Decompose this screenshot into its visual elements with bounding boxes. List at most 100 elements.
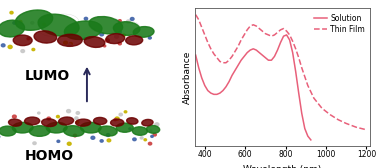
Ellipse shape xyxy=(76,121,79,123)
Thin Film xyxy=(281,28,286,30)
Ellipse shape xyxy=(73,134,77,137)
Solution xyxy=(194,54,198,56)
Thin Film xyxy=(245,29,249,31)
Ellipse shape xyxy=(0,20,25,37)
Ellipse shape xyxy=(147,125,160,133)
Ellipse shape xyxy=(127,20,130,23)
Ellipse shape xyxy=(105,39,109,42)
Ellipse shape xyxy=(149,142,152,145)
Thin Film xyxy=(336,119,340,121)
Solution xyxy=(290,52,295,54)
Y-axis label: Absorbance: Absorbance xyxy=(183,51,192,104)
Thin Film xyxy=(251,24,256,26)
Thin Film xyxy=(278,29,283,31)
Solution xyxy=(284,34,289,36)
Ellipse shape xyxy=(127,118,138,124)
Solution xyxy=(242,55,246,57)
Thin Film xyxy=(263,33,268,35)
Thin Film xyxy=(266,34,271,36)
Ellipse shape xyxy=(142,119,153,126)
Ellipse shape xyxy=(84,37,105,47)
Ellipse shape xyxy=(119,113,122,116)
Thin Film xyxy=(254,25,259,27)
Ellipse shape xyxy=(21,50,25,53)
Ellipse shape xyxy=(151,135,153,137)
Ellipse shape xyxy=(132,127,147,135)
Thin Film xyxy=(272,34,277,36)
Ellipse shape xyxy=(115,35,119,38)
Thin Film xyxy=(209,48,213,50)
Ellipse shape xyxy=(25,117,40,125)
Thin Film xyxy=(206,41,210,44)
Thin Film xyxy=(296,57,301,59)
Ellipse shape xyxy=(47,117,51,120)
Ellipse shape xyxy=(130,17,134,20)
Ellipse shape xyxy=(64,41,68,44)
Thin Film xyxy=(305,85,310,87)
Ellipse shape xyxy=(13,35,32,46)
Thin Film xyxy=(293,48,298,50)
Ellipse shape xyxy=(12,115,16,118)
Solution xyxy=(281,35,286,37)
Ellipse shape xyxy=(29,126,50,136)
Ellipse shape xyxy=(69,43,72,45)
Ellipse shape xyxy=(13,22,16,24)
Ellipse shape xyxy=(41,22,45,25)
Thin Film xyxy=(275,31,280,33)
Solution xyxy=(269,59,274,61)
Solution xyxy=(263,57,268,59)
Ellipse shape xyxy=(76,119,91,126)
Solution xyxy=(197,67,201,69)
Thin Film xyxy=(269,35,274,37)
Ellipse shape xyxy=(38,112,40,114)
Ellipse shape xyxy=(32,48,35,51)
Ellipse shape xyxy=(56,115,59,118)
Ellipse shape xyxy=(149,130,152,132)
Solution xyxy=(275,49,280,51)
Ellipse shape xyxy=(124,111,127,113)
Ellipse shape xyxy=(84,17,88,20)
Solution xyxy=(239,59,243,61)
Thin Film xyxy=(302,76,307,78)
Ellipse shape xyxy=(119,22,123,25)
Solution xyxy=(305,135,310,137)
Thin Film xyxy=(233,50,237,52)
Ellipse shape xyxy=(133,27,154,37)
Ellipse shape xyxy=(68,44,71,46)
Solution xyxy=(299,112,304,114)
Solution xyxy=(212,93,216,95)
Solution xyxy=(245,52,249,54)
Solution xyxy=(254,49,259,51)
Thin Film xyxy=(200,26,204,28)
Solution xyxy=(296,92,301,94)
Ellipse shape xyxy=(43,23,46,26)
Solution xyxy=(200,77,204,79)
Ellipse shape xyxy=(67,110,71,113)
Legend: Solution, Thin Film: Solution, Thin Film xyxy=(312,12,367,36)
Ellipse shape xyxy=(67,142,71,145)
Solution xyxy=(221,90,225,92)
Thin Film xyxy=(236,45,240,47)
Ellipse shape xyxy=(114,119,116,121)
Text: HOMO: HOMO xyxy=(25,149,74,163)
Ellipse shape xyxy=(116,123,133,132)
Ellipse shape xyxy=(0,126,16,136)
Thin Film xyxy=(242,34,246,36)
Line: Thin Film: Thin Film xyxy=(196,15,366,130)
Solution xyxy=(227,81,231,83)
Ellipse shape xyxy=(104,45,106,47)
Ellipse shape xyxy=(81,122,101,133)
Thin Film xyxy=(284,30,289,32)
Solution xyxy=(260,54,265,56)
Ellipse shape xyxy=(144,139,147,141)
Ellipse shape xyxy=(34,31,57,43)
Line: Solution: Solution xyxy=(196,35,311,140)
Ellipse shape xyxy=(140,137,143,139)
Solution xyxy=(224,86,228,88)
Thin Film xyxy=(218,60,222,62)
Ellipse shape xyxy=(118,42,121,45)
Ellipse shape xyxy=(8,45,12,49)
Ellipse shape xyxy=(129,128,131,130)
Solution xyxy=(272,55,277,57)
Thin Film xyxy=(203,34,207,36)
